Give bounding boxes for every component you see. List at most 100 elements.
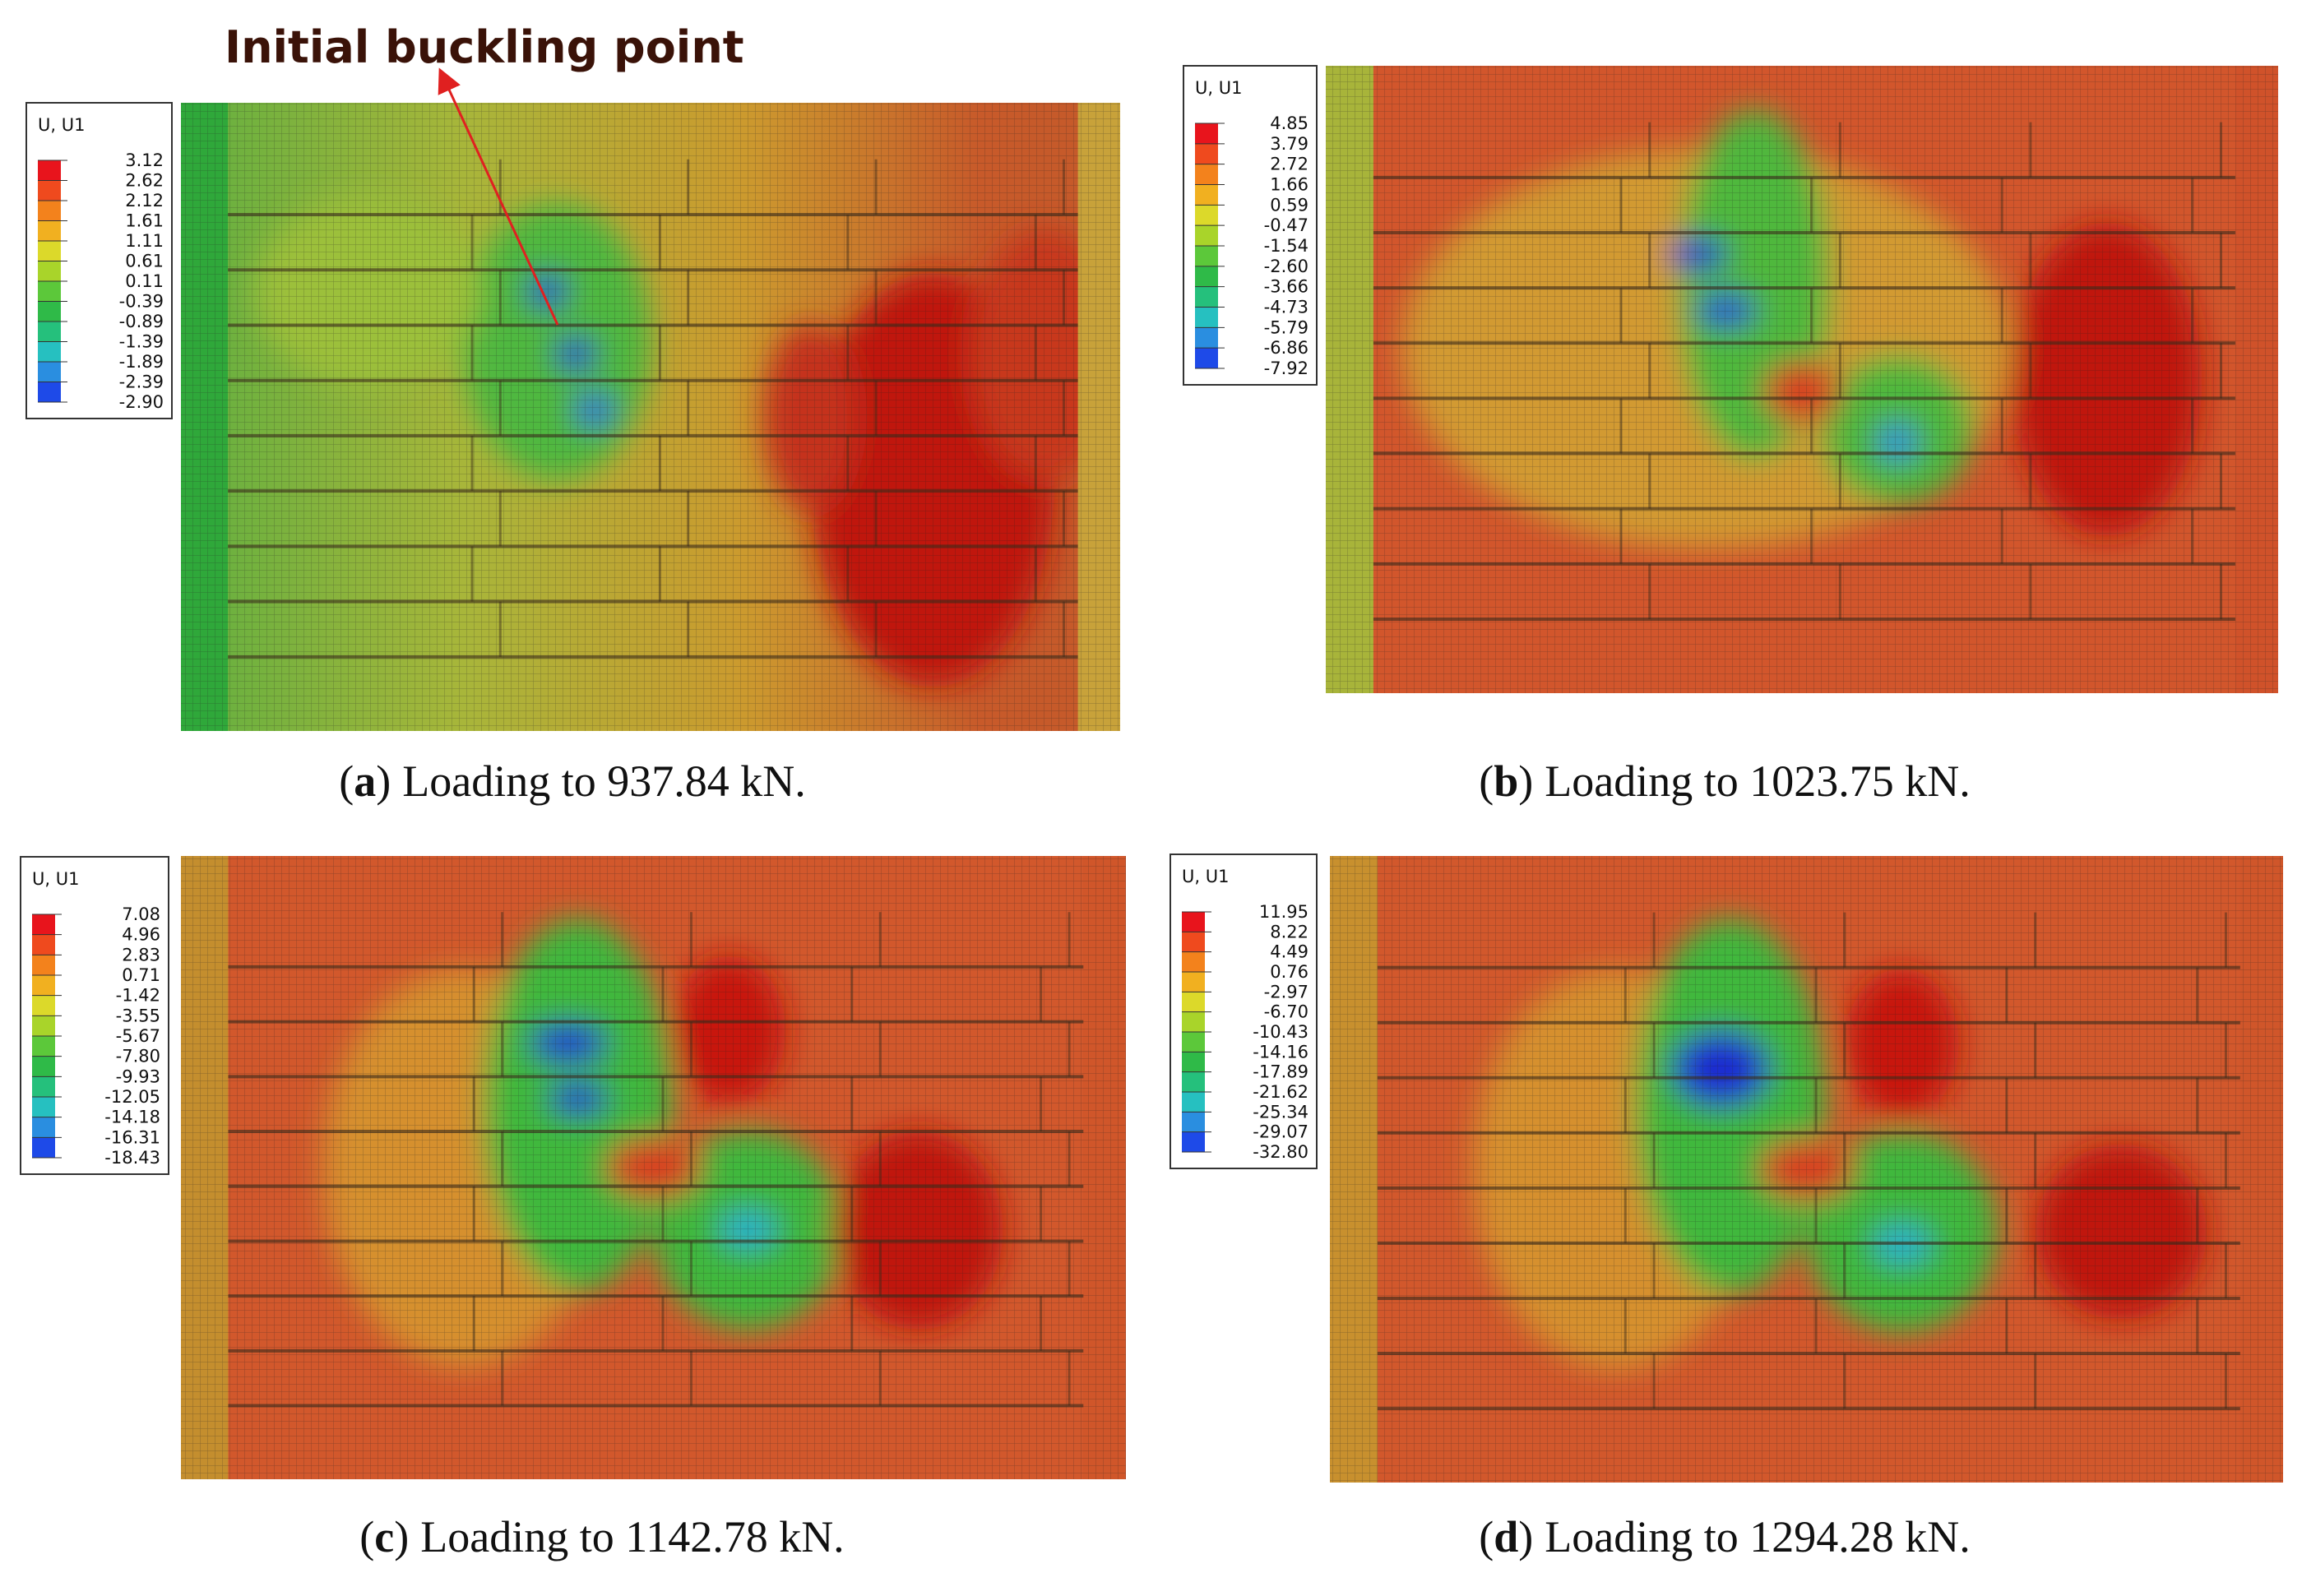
annotation-arrow [438,67,559,326]
legend-swatch [38,301,61,322]
legend-value: -6.70 [1264,1002,1308,1022]
legend: U, U1 7.084.962.830.71-1.42-3.55-5.67-7.8… [20,856,169,1175]
legend-swatch [1182,1112,1205,1132]
legend-value: 0.71 [122,965,160,985]
legend-swatch [1195,164,1218,185]
caption-label: ) [376,756,391,806]
legend-value: 3.12 [125,150,164,170]
legend-title: U, U1 [1195,78,1242,98]
legend-swatch [1195,246,1218,266]
legend-value: -7.92 [1264,359,1308,378]
legend-value: 1.61 [125,211,164,231]
legend-swatch [32,934,55,955]
legend-swatch [1182,932,1205,952]
legend-swatch [32,1117,55,1138]
legend-value: -32.80 [1253,1142,1308,1162]
legend: U, U111.958.224.490.76-2.97-6.70-10.43-1… [1170,854,1318,1169]
legend-swatch [32,995,55,1016]
legend-swatch [1195,307,1218,328]
legend-swatch [1195,123,1218,144]
legend-swatch [1195,327,1218,349]
caption-label: a [354,756,376,806]
legend-value: 2.83 [122,945,160,965]
legend-value: -3.66 [1264,277,1308,297]
legend-swatch [1195,143,1218,164]
legend-value: -1.39 [119,332,164,352]
legend-value: -17.89 [1253,1062,1308,1082]
caption: (b) Loading to 1023.75 kN. [1479,756,1970,806]
legend-value: -14.18 [104,1108,160,1127]
legend-value: -7.80 [116,1047,160,1066]
legend-value: 2.12 [125,191,164,210]
legend-value: 2.72 [1270,155,1308,174]
legend-value: -21.62 [1253,1082,1308,1102]
legend-value: -12.05 [104,1087,160,1107]
legend-swatch [32,1015,55,1036]
caption-label: ( [1479,756,1494,806]
legend-swatch [1195,225,1218,246]
caption: (a) Loading to 937.84 kN. [339,756,805,806]
contour-plot [181,103,1120,731]
legend-value: -1.42 [116,986,160,1006]
legend-swatch [32,955,55,975]
caption-text: Loading to 1142.78 kN. [420,1512,844,1561]
caption: (c) Loading to 1142.78 kN. [359,1512,844,1561]
legend-value: -2.60 [1264,257,1308,276]
mesh [1326,66,2278,693]
legend: U, U1 3.122.622.121.611.110.610.11-0.39-0… [25,102,173,419]
legend-value: 0.76 [1270,962,1308,982]
legend-swatch [1182,972,1205,992]
caption-text: Loading to 1294.28 kN. [1545,1512,1970,1561]
mesh [1330,856,2283,1483]
legend-swatch [32,975,55,996]
legend-swatch [1182,1011,1205,1032]
legend-title: U, U1 [32,869,79,889]
annotation: Initial buckling point [225,21,744,73]
legend-swatch [32,914,55,935]
caption-label: d [1494,1512,1518,1561]
caption-label: ( [1479,1512,1494,1561]
legend-value: 7.08 [122,904,160,924]
legend-swatch [1182,912,1205,932]
legend-value: 4.85 [1270,113,1308,133]
legend-swatch [38,220,61,241]
legend-value: -10.43 [1253,1022,1308,1042]
legend-swatch [38,241,61,261]
caption-label: ) [394,1512,409,1561]
caption-label: ( [339,756,354,806]
legend-swatch [38,281,61,302]
legend-title: U, U1 [38,115,85,135]
mesh [181,103,1120,731]
legend-swatch [1182,1032,1205,1052]
legend-swatch [1195,286,1218,308]
legend-value: 3.79 [1270,134,1308,154]
caption-text: Loading to 1023.75 kN. [1545,756,1970,806]
caption: (d) Loading to 1294.28 kN. [1479,1512,1970,1561]
legend-swatch [38,160,61,181]
contour-plot [1330,856,2283,1483]
legend-swatch [38,341,61,362]
legend-swatch [1182,1052,1205,1072]
legend-value: -4.73 [1264,298,1308,317]
legend-value: -0.39 [119,292,164,312]
caption-label: c [374,1512,394,1561]
legend-value: -2.97 [1264,982,1308,1002]
legend-value: 0.11 [125,271,164,291]
legend-value: 1.66 [1270,175,1308,195]
legend-value: -2.39 [119,372,164,392]
legend-swatch [32,1097,55,1117]
legend-swatch [32,1056,55,1077]
legend-value: -29.07 [1253,1122,1308,1142]
legend-value: 0.61 [125,252,164,271]
legend-swatch [1182,1131,1205,1152]
caption-text: Loading to 937.84 kN. [402,756,805,806]
legend-value: -0.47 [1264,215,1308,235]
legend-value: -2.90 [119,392,164,412]
legend-swatch [1195,184,1218,206]
legend-swatch [38,322,61,342]
legend-value: -25.34 [1253,1102,1308,1122]
mesh [181,856,1126,1479]
legend-swatch [38,180,61,201]
legend-value: -14.16 [1253,1042,1308,1062]
